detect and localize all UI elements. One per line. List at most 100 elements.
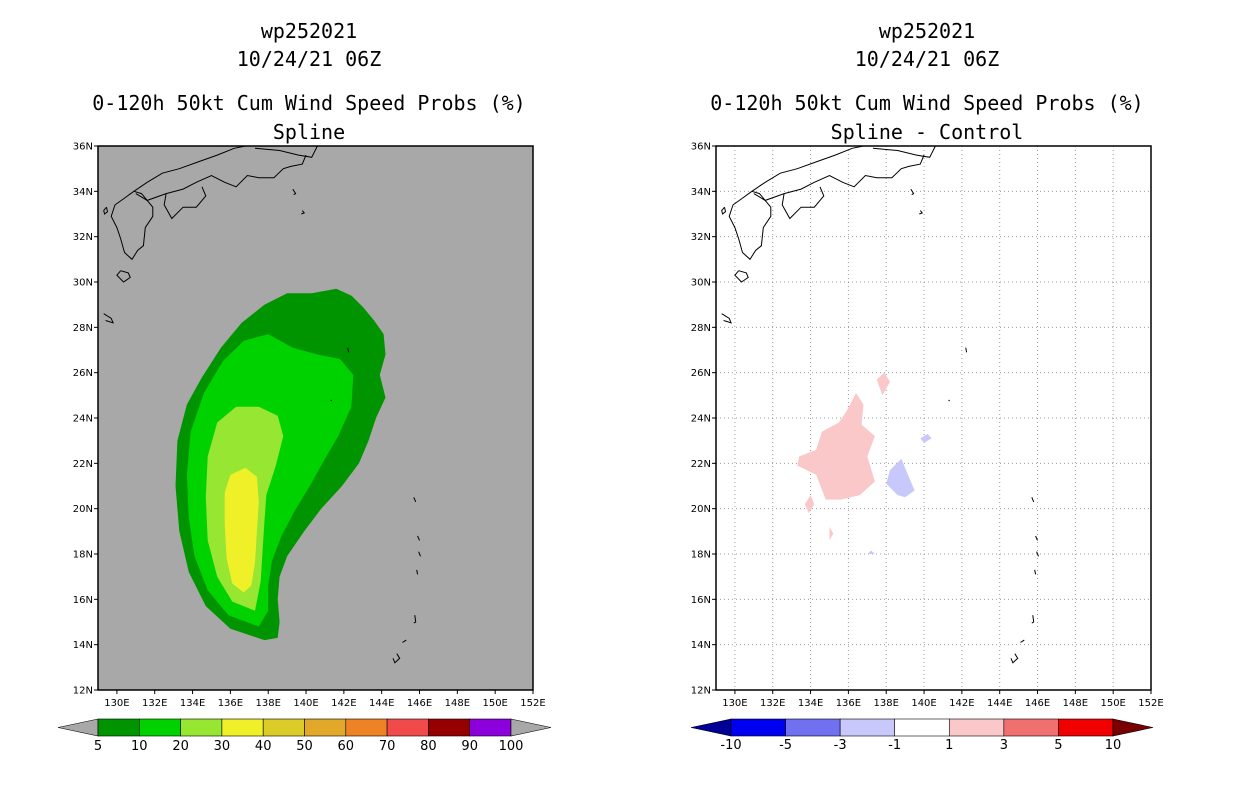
colorbar-label: 40	[255, 739, 272, 754]
right-coastlines	[721, 145, 1039, 664]
x-tick-label: 142E	[949, 698, 974, 709]
colorbar-swatch	[730, 718, 786, 737]
colorbar-swatch	[386, 718, 429, 737]
y-tick-label: 34N	[73, 187, 93, 198]
x-tick-label: 130E	[722, 698, 747, 709]
coastline	[1010, 653, 1019, 664]
right-title-line-2: 10/24/21 06Z	[855, 47, 1000, 71]
colorbar-swatch	[428, 718, 470, 737]
x-tick-label: 152E	[1138, 698, 1163, 709]
x-tick-label: 134E	[180, 698, 205, 709]
y-tick-label: 14N	[73, 640, 93, 651]
coastline	[948, 399, 950, 402]
colorbar-label: 10	[1105, 738, 1122, 753]
colorbar-label: 30	[214, 739, 231, 754]
colorbar-label: 60	[338, 739, 355, 754]
x-tick-label: 136E	[218, 698, 243, 709]
colorbar-label: 5	[94, 739, 102, 754]
colorbar-label: -10	[720, 738, 741, 753]
left-colorbar: 5 10 20 30 40 50 60 70 80 90 100	[57, 718, 552, 754]
colorbar-swatch	[1058, 718, 1114, 737]
coastline	[116, 270, 131, 283]
y-tick-label: 36N	[691, 142, 711, 153]
contour-level-neg1	[886, 458, 915, 498]
coastline	[135, 154, 307, 201]
right-title-line-1: wp252021	[879, 19, 975, 43]
coastline	[347, 347, 350, 353]
x-tick-label: 142E	[331, 698, 356, 709]
colorbar-high-extension	[510, 718, 552, 737]
colorbar-swatch	[469, 718, 512, 737]
y-tick-label: 26N	[73, 368, 93, 379]
colorbar-label: 5	[1054, 738, 1062, 753]
contour-level-1	[797, 393, 875, 500]
contour-level-1	[829, 526, 834, 541]
y-tick-label: 28N	[73, 323, 93, 334]
colorbar-label: -3	[834, 738, 847, 753]
colorbar-swatch	[839, 718, 896, 737]
y-tick-label: 32N	[691, 232, 711, 243]
contour-level-1	[804, 495, 815, 514]
y-tick-label: 18N	[691, 550, 711, 561]
y-tick-label: 16N	[691, 595, 711, 606]
colorbar-label: 10	[131, 739, 148, 754]
y-tick-label: 36N	[73, 142, 93, 153]
colorbar-swatch	[304, 718, 347, 737]
x-tick-label: 130E	[104, 698, 129, 709]
coastline	[110, 190, 154, 261]
coastline	[163, 186, 207, 220]
right-colorbar: -10 -5 -3 -1 1 3 5 10	[690, 718, 1154, 753]
coastline	[1036, 551, 1039, 557]
colorbar-label: 1	[945, 738, 953, 753]
coastline	[734, 270, 749, 283]
x-tick-label: 136E	[836, 698, 861, 709]
coastline	[392, 653, 401, 664]
coastline	[413, 497, 417, 503]
colorbar-low-extension	[57, 718, 99, 737]
y-tick-label: 34N	[691, 187, 711, 198]
left-x-ticks: 130E 132E 134E 136E 138E 140E 142E 144E 146E 148E…	[104, 690, 546, 709]
right-gridlines	[716, 146, 1151, 690]
y-tick-label: 30N	[73, 278, 93, 289]
colorbar-label: 50	[296, 739, 313, 754]
x-tick-label: 148E	[445, 698, 470, 709]
x-tick-label: 140E	[293, 698, 318, 709]
colorbar-label: 90	[461, 739, 478, 754]
y-tick-label: 26N	[691, 368, 711, 379]
coastline	[402, 639, 407, 643]
coastline	[301, 210, 306, 215]
colorbar-swatch	[262, 718, 305, 737]
x-tick-label: 132E	[760, 698, 785, 709]
y-tick-label: 20N	[73, 504, 93, 515]
colorbar-swatch	[345, 718, 388, 737]
coastline	[416, 569, 419, 575]
y-tick-label: 18N	[73, 550, 93, 561]
coastline	[728, 190, 772, 261]
colorbar-label: 100	[499, 739, 524, 754]
x-tick-label: 152E	[520, 698, 545, 709]
coastline	[417, 535, 420, 541]
colorbar-swatch	[785, 718, 841, 737]
x-tick-label: 150E	[482, 698, 507, 709]
coastline	[292, 188, 297, 196]
coastline	[103, 313, 114, 324]
y-tick-label: 12N	[691, 686, 711, 697]
colorbar-swatch	[948, 718, 1005, 737]
coastline	[1020, 639, 1025, 643]
coastline	[965, 347, 968, 353]
left-title-line-2: 10/24/21 06Z	[237, 47, 382, 71]
panel-left: wp252021 10/24/21 06Z 0-120h 50kt Cum Wi…	[57, 19, 552, 754]
y-tick-label: 16N	[73, 595, 93, 606]
coastline	[413, 615, 417, 624]
coastline	[872, 145, 936, 158]
y-tick-label: 30N	[691, 278, 711, 289]
colorbar-swatch	[1003, 718, 1059, 737]
colorbar-swatch	[894, 718, 950, 737]
contour-level-30	[224, 467, 259, 593]
right-title-line-3: 0-120h 50kt Cum Wind Speed Probs (%)	[710, 91, 1143, 115]
colorbar-label: 80	[420, 739, 437, 754]
x-tick-label: 140E	[911, 698, 936, 709]
coastline	[330, 399, 332, 402]
colorbar-high-extension	[1112, 718, 1154, 737]
